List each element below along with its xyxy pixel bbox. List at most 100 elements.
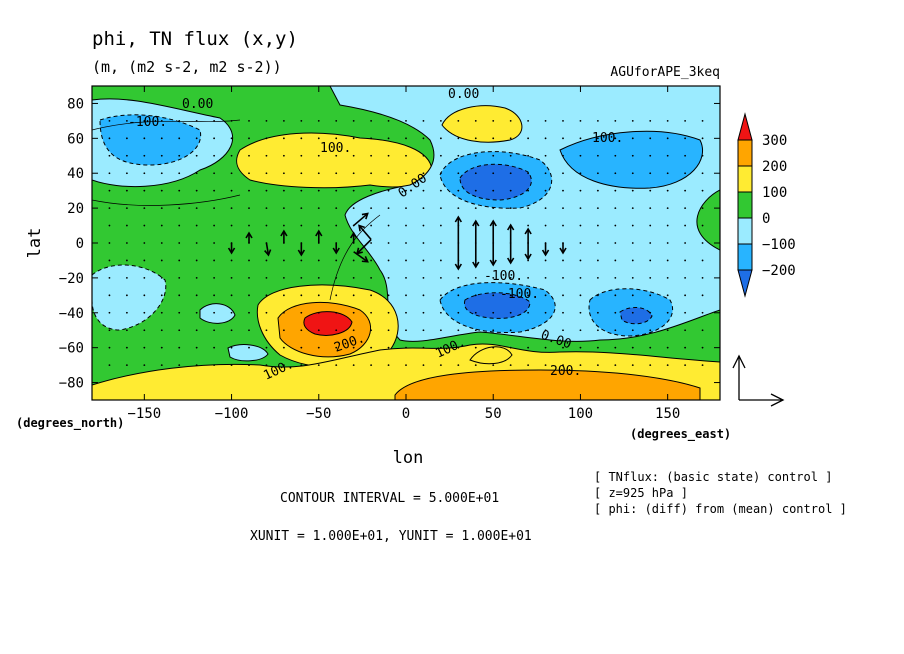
flux-vector-dot [527,119,530,122]
flux-vector-dot [125,207,128,210]
flux-vector-dot [160,311,163,314]
flux-vector-dot [405,259,407,262]
flux-vector-dot [527,346,530,349]
y-tick-label: −60 [59,341,84,357]
flux-vector-dot [387,224,390,227]
y-tick-label: −80 [59,376,84,392]
flux-vector-dot [649,224,652,227]
flux-vector-dot [631,189,634,192]
flux-vector-dot [248,224,250,227]
flux-vector-dot [108,119,111,122]
flux-vector-dot [213,224,216,227]
flux-vector-dot [317,224,320,227]
flux-vector-dot [300,189,303,192]
flux-vector-dot [178,189,181,192]
y-unit-label: (degrees_north) [16,416,124,431]
flux-vector-dot [527,294,530,297]
flux-vector-dot [544,259,547,262]
flux-vector-dot [143,329,146,332]
flux-vector-dot [457,154,460,157]
flux-vector-dot [352,137,355,140]
flux-vector-dot [596,224,599,227]
flux-vector-dot [370,364,373,367]
flux-vector-dot [230,259,233,262]
flux-vector-dot [684,259,687,262]
flux-vector-dot [370,329,373,332]
annotation-line: [ phi: (diff) from (mean) control ] [594,502,847,516]
flux-vector-dot [230,276,233,279]
flux-vector-dot [596,294,599,297]
flux-vector-dot [457,172,460,175]
flux-vector-dot [335,207,338,210]
flux-vector-dot [230,154,233,157]
flux-vector-dot [352,364,355,367]
flux-vector-dot [422,364,425,367]
flux-vector-dot [474,346,477,349]
flux-vector-dot [143,346,146,349]
colorbar-segment [737,243,753,271]
flux-vector-dot [614,189,617,192]
contour-region [469,346,513,365]
flux-vector-dot [352,259,355,262]
flux-vector-dot [562,346,564,349]
flux-vector-dot [684,311,687,314]
flux-vector-dot [230,137,233,140]
flux-vector-dot [160,137,163,140]
flux-vector-dot [457,294,460,297]
flux-vector-dot [317,329,320,332]
flux-vectors [108,119,704,367]
flux-vector-dot [160,294,163,297]
flux-vector-dot [335,224,338,227]
flux-vector-dot [684,346,687,349]
flux-vector-dot [300,207,303,210]
flux-vector-dot [213,207,216,210]
flux-vector-dot [527,364,530,367]
flux-vector-head [506,257,515,265]
flux-vector-dot [684,154,687,157]
flux-vector-dot [509,189,512,192]
flux-vector-dot [701,364,704,367]
flux-vector-dot [405,294,407,297]
flux-vector-dot [352,294,355,297]
flux-vector-dot [143,207,146,210]
flux-vector-dot [335,259,338,262]
contour-label: 0.00 [182,97,213,112]
flux-vector-head [506,223,515,231]
flux-vector-dot [213,276,216,279]
flux-vector-dot [492,119,495,122]
flux-vector-dot [579,364,582,367]
flux-vector-dot [405,329,407,332]
flux-vector-dot [387,329,390,332]
flux-vector-dot [317,276,320,279]
flux-vector-dot [562,224,564,227]
flux-vector-dot [684,137,687,140]
flux-vector-dot [527,207,530,210]
flux-vector-dot [422,259,425,262]
flux-vector-dot [474,294,477,297]
flux-vector-dot [492,207,495,210]
flux-vector-dot [160,329,163,332]
flux-vector-dot [701,329,704,332]
flux-vector-dot [143,137,146,140]
flux-vector-dot [631,137,634,140]
flux-vector-dot [684,242,687,244]
flux-vector-dot [544,189,547,192]
flux-vector-dot [352,311,355,314]
flux-vector-dot [352,207,355,210]
flux-vector-dot [457,329,460,332]
flux-vector-dot [666,119,669,122]
flux-vector-dot [282,329,285,332]
flux-vector-dot [439,172,442,175]
flux-vector-dot [178,242,181,244]
flux-vector-dot [230,207,233,210]
flux-vector-dot [666,137,669,140]
flux-vector-dot [265,364,268,367]
flux-vector-dot [300,346,303,349]
flux-vector-dot [474,154,477,157]
flux-vector-dot [265,189,268,192]
colorbar-cap [737,269,753,298]
flux-vector-dot [422,329,425,332]
flux-vector-dot [282,119,285,122]
flux-vector-dot [143,242,146,244]
flux-vector-dot [195,259,198,262]
